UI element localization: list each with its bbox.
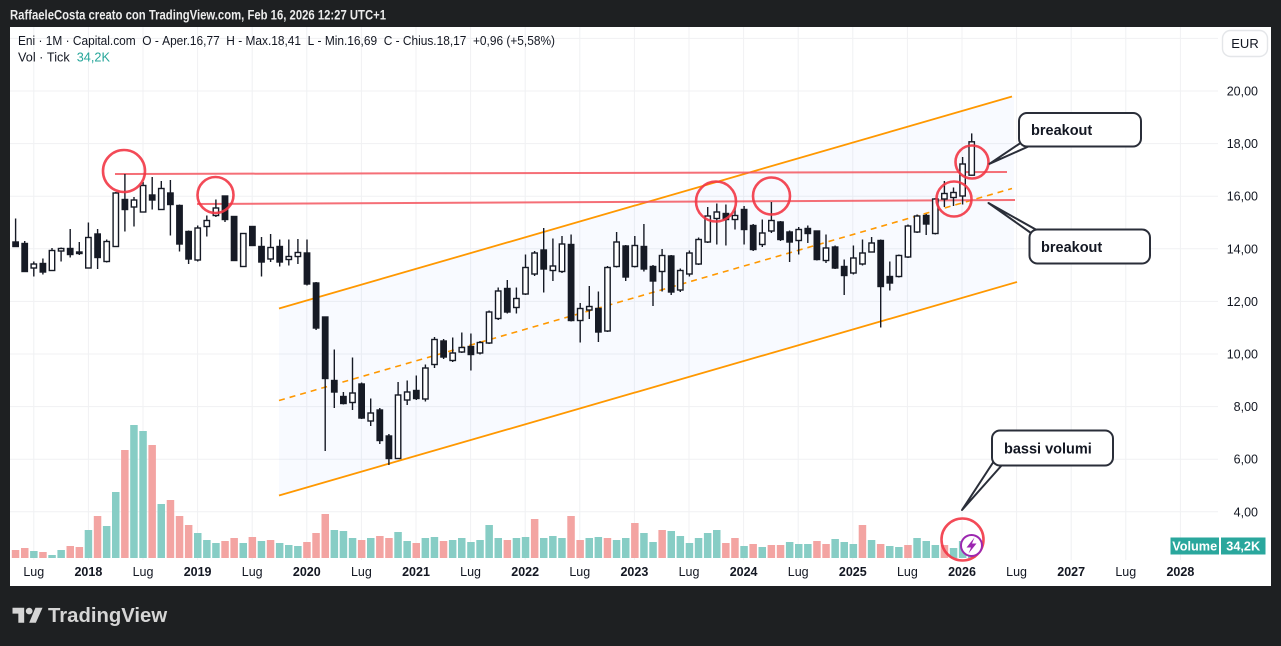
svg-text:Lug: Lug [679,565,700,579]
svg-text:34,2K: 34,2K [1226,540,1261,554]
svg-text:Lug: Lug [569,565,590,579]
svg-text:bassi volumi: bassi volumi [1004,442,1092,458]
svg-text:2020: 2020 [293,565,321,579]
svg-text:14,00: 14,00 [1227,242,1258,256]
svg-text:2024: 2024 [730,565,758,579]
svg-text:2028: 2028 [1166,565,1194,579]
svg-text:Lug: Lug [242,565,263,579]
svg-text:2021: 2021 [402,565,430,579]
svg-text:Vol · Tick 34,2K: Vol · Tick 34,2K [18,51,110,65]
svg-text:2023: 2023 [620,565,648,579]
svg-text:2025: 2025 [839,565,867,579]
svg-text:18,00: 18,00 [1227,137,1258,151]
svg-text:EUR: EUR [1231,36,1258,51]
svg-text:TradingView: TradingView [48,605,167,627]
svg-text:Lug: Lug [351,565,372,579]
svg-text:breakout: breakout [1041,240,1102,256]
svg-text:Lug: Lug [1006,565,1027,579]
svg-text:Eni · 1M · Capital.com O - Ap: Eni · 1M · Capital.com O - Aper.16,77 H … [18,34,555,48]
svg-text:Lug: Lug [133,565,154,579]
svg-text:2027: 2027 [1057,565,1085,579]
svg-text:6,00: 6,00 [1234,453,1258,467]
svg-text:8,00: 8,00 [1234,400,1258,414]
svg-text:20,00: 20,00 [1227,85,1258,99]
svg-text:12,00: 12,00 [1227,295,1258,309]
svg-text:Lug: Lug [1115,565,1136,579]
svg-text:2022: 2022 [511,565,539,579]
svg-text:10,00: 10,00 [1227,348,1258,362]
svg-text:breakout: breakout [1031,123,1092,139]
svg-text:2019: 2019 [184,565,212,579]
svg-text:4,00: 4,00 [1234,505,1258,519]
svg-text:Lug: Lug [460,565,481,579]
svg-text:Lug: Lug [788,565,809,579]
svg-text:2026: 2026 [948,565,976,579]
svg-text:16,00: 16,00 [1227,190,1258,204]
svg-text:2018: 2018 [74,565,102,579]
svg-text:Lug: Lug [897,565,918,579]
svg-text:RaffaeleCosta creato con Tradi: RaffaeleCosta creato con TradingView.com… [10,8,386,23]
svg-text:Lug: Lug [23,565,44,579]
svg-text:Volume: Volume [1172,540,1217,554]
